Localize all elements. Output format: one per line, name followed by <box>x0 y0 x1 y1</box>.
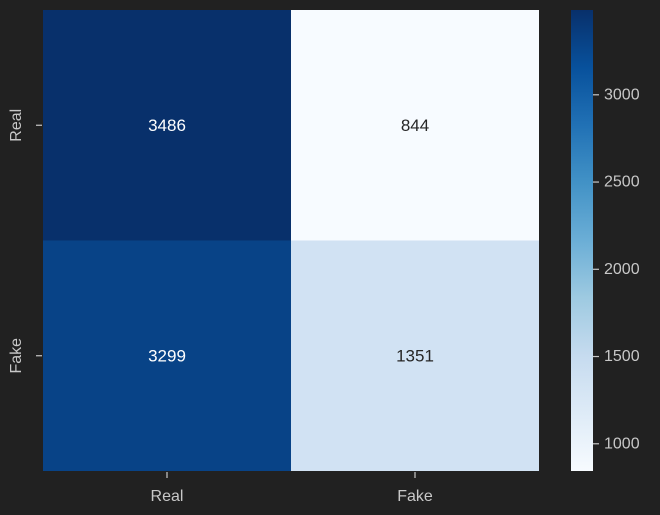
y-tick-label: Fake <box>8 338 25 374</box>
x-tick-label: Fake <box>397 488 433 505</box>
x-axis: Real Fake <box>151 472 433 505</box>
heatmap-cell-value: 1351 <box>396 346 434 365</box>
heatmap-cell <box>291 10 539 241</box>
colorbar-tick-label: 2500 <box>604 174 640 191</box>
colorbar-tick-label: 1500 <box>604 348 640 365</box>
heatmap-cell <box>291 240 539 471</box>
heatmap-cell <box>43 240 291 471</box>
y-axis: Real Fake <box>8 109 42 374</box>
heatmap-cell-labels: 3486 844 3299 1351 <box>148 116 434 366</box>
colorbar-tick-label: 1000 <box>604 435 640 452</box>
colorbar-tick-label: 2000 <box>604 261 640 278</box>
heatmap-cell <box>43 10 291 241</box>
x-tick-label: Real <box>151 488 184 505</box>
heatmap-cell-value: 3299 <box>148 346 186 365</box>
colorbar-tick-label: 3000 <box>604 86 640 103</box>
heatmap-cell-value: 3486 <box>148 116 186 135</box>
colorbar-ticks: 1000 1500 2000 2500 3000 <box>593 86 640 452</box>
heatmap-cells <box>43 10 539 471</box>
heatmap-cell-value: 844 <box>401 116 429 135</box>
colorbar <box>571 10 593 471</box>
y-tick-label: Real <box>8 109 25 142</box>
